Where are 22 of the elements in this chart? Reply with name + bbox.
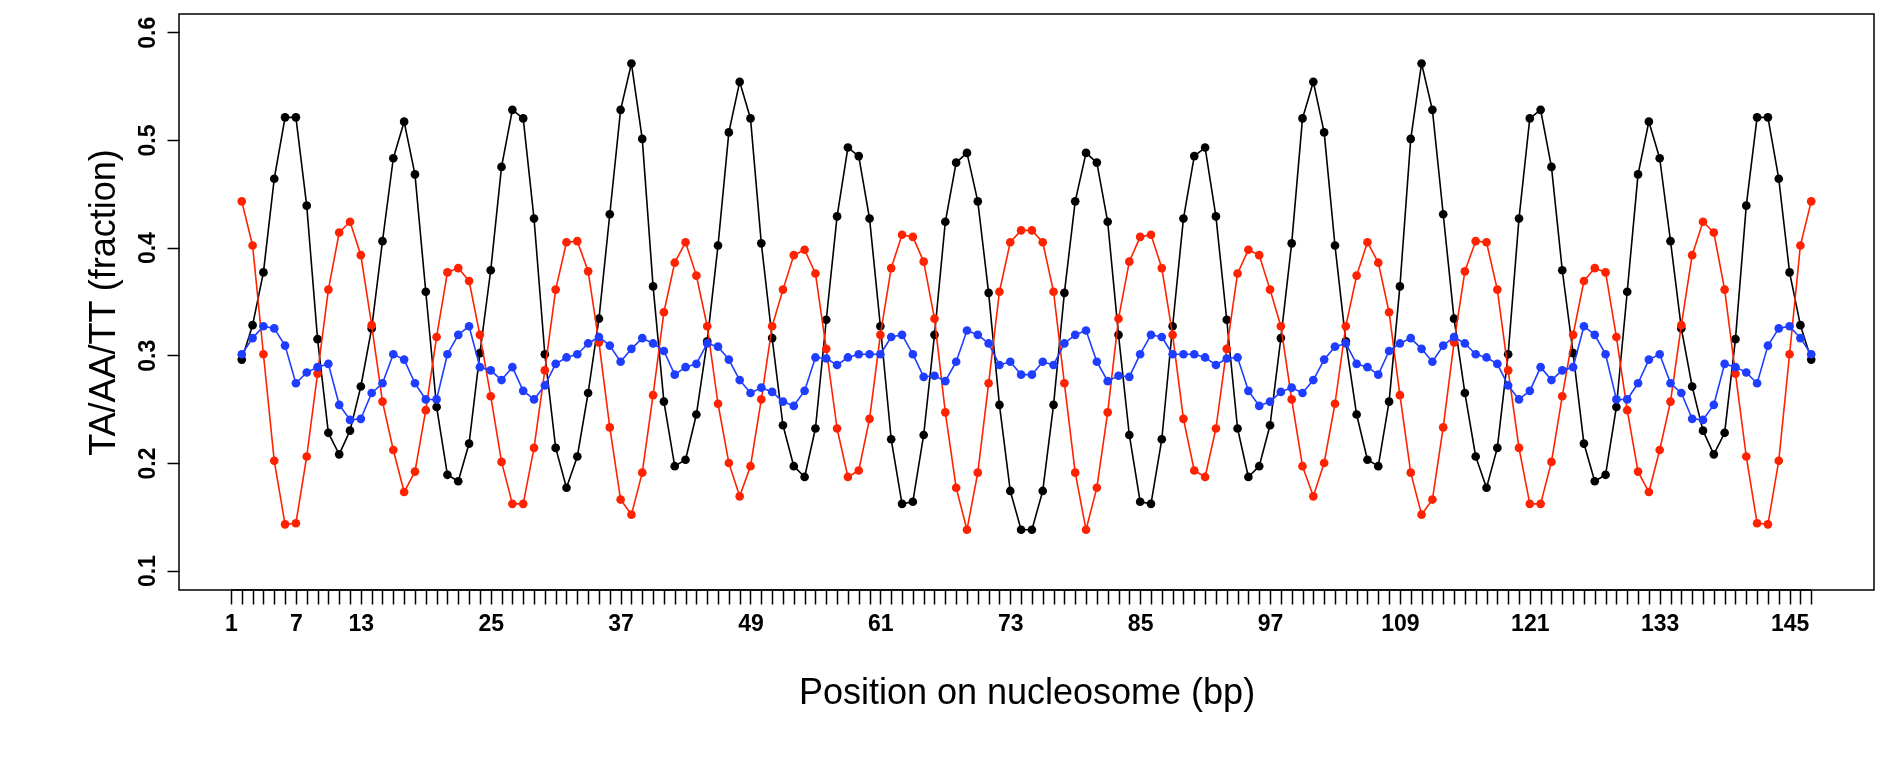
x-tick-label: 25 [478, 609, 505, 636]
x-tick-label: 1 [225, 609, 239, 636]
x-tick-label: 145 [1770, 609, 1810, 636]
x-tick-label: 61 [868, 609, 894, 636]
y-tick-label: 0.4 [133, 231, 160, 265]
x-tick-label: 97 [1257, 609, 1284, 636]
y-tick-label: 0.6 [133, 16, 160, 49]
x-tick-label: 7 [290, 609, 303, 636]
x-axis-title: Position on nucleosome (bp) [798, 670, 1256, 712]
x-tick-label: 37 [608, 609, 634, 636]
x-tick-label: 109 [1381, 609, 1420, 636]
x-tick-label: 13 [348, 609, 375, 636]
x-tick-label: 49 [738, 609, 764, 636]
y-tick-label: 0.1 [133, 554, 160, 588]
x-tick-label: 85 [1127, 609, 1154, 636]
y-axis-title: TA/AA/TT (fraction) [81, 149, 123, 456]
y-tick-label: 0.5 [133, 124, 160, 157]
x-tick-label: 121 [1511, 609, 1550, 636]
y-tick-label: 0.2 [133, 447, 160, 480]
x-tick-label: 133 [1641, 609, 1680, 636]
y-tick-label: 0.3 [133, 339, 160, 372]
x-tick-label: 73 [997, 609, 1024, 636]
